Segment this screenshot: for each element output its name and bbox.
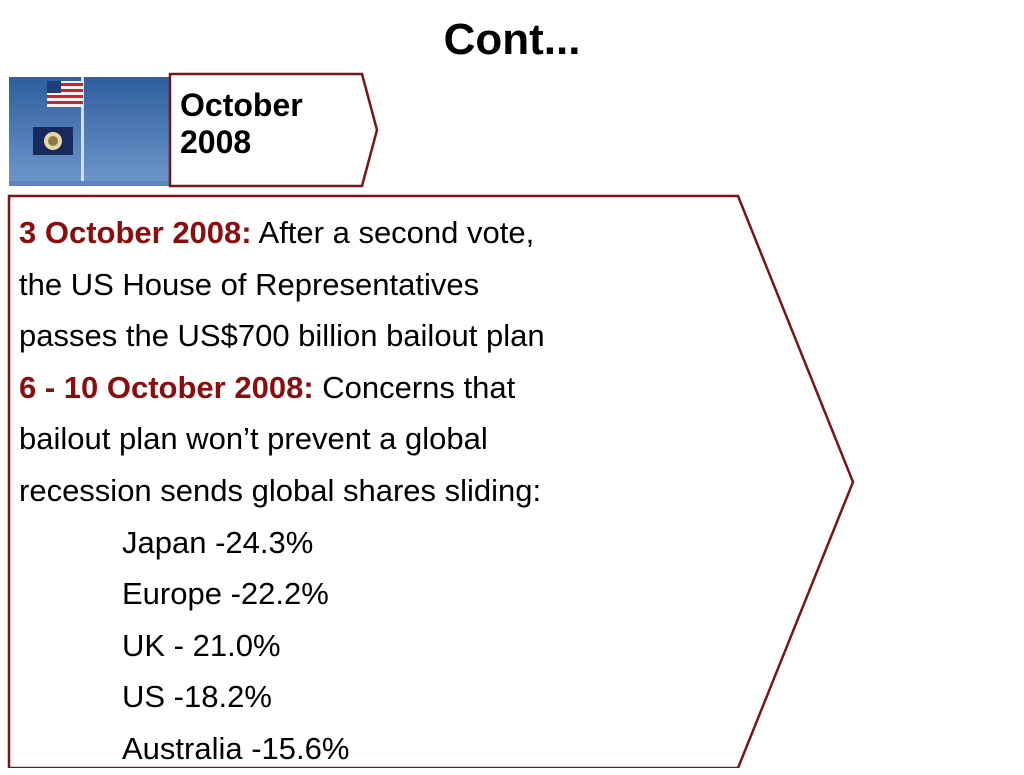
date-tag-month: October <box>180 87 303 123</box>
timeline-entry-line: bailout plan won’t prevent a global <box>19 421 488 457</box>
slide-title: Cont... <box>443 15 581 64</box>
us-flags-photo-icon <box>9 77 170 186</box>
share-change-item: Australia -15.6% <box>122 730 350 766</box>
share-change-item: Japan -24.3% <box>122 524 314 560</box>
share-change-item: US -18.2% <box>122 679 272 715</box>
entry-date: 6 - 10 October 2008: <box>19 369 314 405</box>
timeline-text: 3 October 2008: After a second vote, the… <box>19 207 759 775</box>
date-tag-year: 2008 <box>180 124 252 160</box>
date-tag-shape <box>168 72 379 188</box>
date-tag: October 2008 <box>180 87 360 161</box>
timeline-entry-line: recession sends global shares sliding: <box>19 472 542 508</box>
timeline-entry-line: the US House of Representatives <box>19 266 480 302</box>
timeline-entry-line: 3 October 2008: After a second vote, <box>19 207 759 259</box>
timeline-box-shape <box>7 194 855 768</box>
entry-date: 3 October 2008: <box>19 215 252 250</box>
timeline-entry-line: passes the US$700 billion bailout plan <box>19 318 545 354</box>
entry-text: After a second vote, <box>251 215 535 250</box>
share-change-item: Europe -22.2% <box>122 576 329 612</box>
share-change-item: UK - 21.0% <box>122 627 281 663</box>
timeline-entry-line: 6 - 10 October 2008: Concerns that <box>19 362 759 414</box>
entry-text: Concerns that <box>313 369 516 405</box>
flag-photo <box>9 77 170 186</box>
